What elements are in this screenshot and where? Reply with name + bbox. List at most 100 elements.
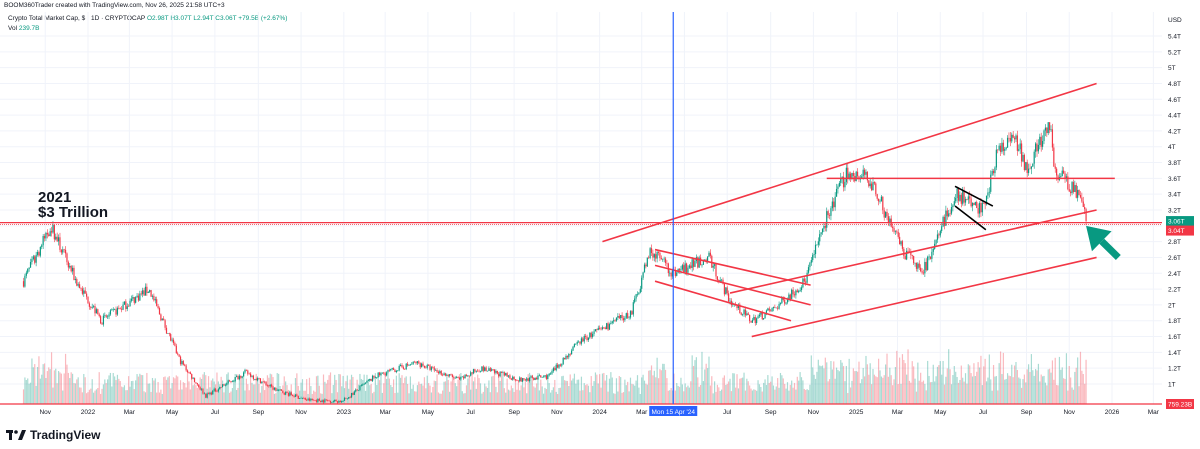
- candle-body: [343, 398, 346, 401]
- candle-body: [694, 261, 696, 267]
- candle-body: [814, 244, 817, 255]
- volume-bar: [250, 372, 252, 404]
- volume-bar: [496, 392, 498, 404]
- volume-bar: [506, 378, 508, 404]
- y-tick-label: 2.2T: [1168, 287, 1181, 294]
- candle-body: [921, 271, 923, 273]
- candle-body: [489, 368, 491, 371]
- candle-body: [929, 256, 932, 259]
- volume-bar: [691, 355, 693, 404]
- candle-body: [554, 368, 556, 371]
- candle-body: [580, 338, 583, 344]
- candle-body: [862, 169, 864, 177]
- volume-label[interactable]: Vol: [8, 25, 18, 32]
- volume-bar: [704, 369, 706, 404]
- candle-body: [495, 370, 497, 373]
- volume-bar: [191, 374, 193, 404]
- candle-body: [701, 264, 703, 266]
- candle-body: [821, 228, 824, 233]
- volume-bar: [816, 371, 818, 404]
- volume-bar: [146, 372, 148, 404]
- candle-body: [882, 196, 884, 211]
- volume-bar: [699, 384, 702, 404]
- volume-bar: [680, 377, 682, 404]
- candle-body: [470, 372, 472, 376]
- candle-body: [955, 198, 957, 202]
- candle-body: [62, 249, 64, 253]
- y-tick-label: 4T: [1168, 144, 1176, 151]
- y-tick-label: 1.4T: [1168, 350, 1181, 357]
- candle-body: [122, 304, 124, 310]
- candle-body: [130, 298, 133, 301]
- volume-bar: [942, 360, 944, 404]
- candle-body: [809, 262, 811, 268]
- candle-body: [57, 237, 60, 242]
- candle-body: [1070, 191, 1072, 194]
- volume-bar: [782, 378, 784, 404]
- volume-bar: [1030, 354, 1032, 404]
- candle-body: [666, 263, 668, 264]
- volume-bar: [36, 367, 39, 404]
- volume-bar: [719, 390, 721, 404]
- volume-bar: [74, 383, 76, 404]
- volume-bar: [426, 375, 428, 404]
- volume-bar: [683, 391, 685, 404]
- candle-body: [837, 186, 839, 189]
- candle-body: [286, 391, 288, 393]
- price-axis: USD5.4T5.2T5T4.8T4.6T4.4T4.2T4T3.8T3.6T3…: [1166, 17, 1194, 409]
- volume-bar: [751, 390, 754, 404]
- volume-bar: [592, 385, 594, 404]
- volume-bar: [1044, 382, 1047, 404]
- volume-bar: [49, 369, 51, 404]
- price-label-bg: [1166, 399, 1194, 409]
- x-tick-label: 2024: [592, 409, 607, 416]
- volume-bar: [255, 373, 257, 404]
- candle-body: [339, 401, 341, 403]
- candle-body: [35, 254, 37, 263]
- volume-bar: [1065, 353, 1068, 404]
- candle-body: [80, 288, 82, 289]
- volume-bar: [70, 372, 72, 404]
- candle-body: [472, 369, 475, 374]
- volume-bar: [289, 390, 291, 404]
- candle-body: [439, 371, 441, 374]
- candle-body: [336, 401, 339, 403]
- candle-body: [261, 381, 263, 384]
- volume-bar: [198, 384, 200, 404]
- candle-body: [467, 375, 469, 377]
- candle-body: [356, 389, 358, 391]
- candle-body: [928, 256, 930, 258]
- volume-bar: [132, 380, 134, 404]
- candle-body: [760, 312, 762, 315]
- x-tick-label: Mar: [1148, 409, 1160, 416]
- candle-body: [847, 167, 849, 179]
- candle-body: [948, 213, 950, 217]
- candle-body: [548, 373, 550, 376]
- volume-bar: [1079, 351, 1082, 404]
- candle-body: [216, 391, 218, 392]
- candle-body: [863, 169, 866, 175]
- candle-body: [165, 327, 168, 334]
- volume-bar: [409, 376, 412, 404]
- volume-bar: [224, 382, 226, 404]
- volume-bar: [1039, 381, 1041, 404]
- candle-body: [394, 369, 396, 373]
- symbol-name[interactable]: Crypto Total Market Cap, $ · 1D · CRYPTO…: [8, 15, 146, 22]
- volume-bar: [966, 383, 968, 404]
- volume-bar: [28, 383, 30, 404]
- candle-body: [587, 337, 590, 340]
- y-tick-label: 4.8T: [1168, 81, 1181, 88]
- volume-bar: [398, 373, 400, 404]
- tradingview-logo[interactable]: TradingView: [6, 428, 100, 442]
- volume-bar: [770, 381, 772, 404]
- volume-bar: [1061, 367, 1063, 404]
- volume-bar: [890, 375, 892, 404]
- volume-bar: [1046, 385, 1048, 404]
- volume-bar: [559, 387, 561, 404]
- candle-body: [383, 372, 385, 374]
- volume-bar: [551, 390, 553, 404]
- volume-bar: [709, 385, 711, 404]
- volume-bar: [514, 380, 517, 404]
- volume-bar: [41, 374, 43, 404]
